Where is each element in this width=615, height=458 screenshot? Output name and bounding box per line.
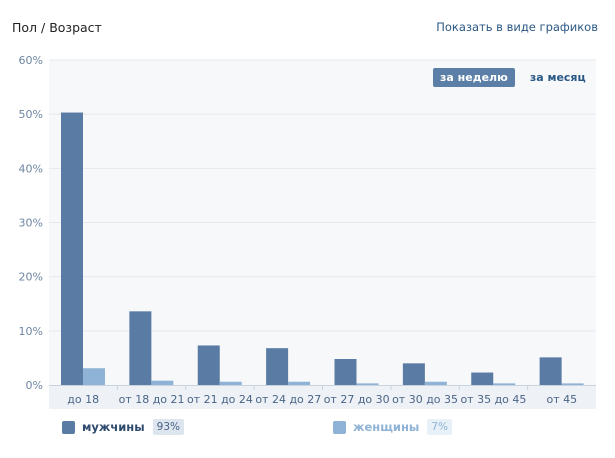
- bar-women-1: [83, 368, 105, 385]
- bar-men-5: [334, 359, 357, 385]
- bar-women-3: [219, 381, 242, 385]
- bar-women-8: [561, 383, 584, 385]
- legend: мужчины 93% женщины 7%: [0, 419, 615, 439]
- legend-swatch-women: [333, 420, 346, 434]
- legend-item-women[interactable]: женщины 7%: [333, 419, 452, 435]
- x-tick-label: от 21 до 24: [187, 393, 253, 406]
- legend-swatch-men: [62, 420, 75, 434]
- x-tick-label: от 35 до 45: [460, 393, 526, 406]
- y-tick-label: 30%: [19, 217, 43, 230]
- x-tick-label: до 18: [67, 393, 99, 406]
- bar-men-3: [197, 345, 220, 385]
- bar-men-1: [61, 112, 83, 386]
- x-tick-label: от 27 до 30: [324, 393, 390, 406]
- bar-men-6: [402, 363, 425, 385]
- bar-men-7: [471, 372, 494, 385]
- x-tick-label: от 24 до 27: [255, 393, 321, 406]
- legend-item-men[interactable]: мужчины 93%: [62, 419, 184, 435]
- bar-women-2: [151, 380, 174, 385]
- legend-label-men: мужчины: [82, 420, 145, 434]
- x-tick-label: от 18 до 21: [119, 393, 185, 406]
- legend-label-women: женщины: [353, 420, 420, 434]
- bar-men-8: [539, 357, 562, 385]
- y-tick-label: 50%: [19, 108, 43, 121]
- period-month-button[interactable]: за месяц: [529, 71, 586, 84]
- x-tick-label: от 30 до 35: [392, 393, 458, 406]
- show-as-graphs-link[interactable]: Показать в виде графиков: [436, 20, 598, 34]
- page-title: Пол / Возраст: [12, 20, 102, 35]
- period-week-button[interactable]: за неделю: [433, 68, 515, 87]
- y-tick-label: 40%: [19, 162, 43, 175]
- bar-women-7: [493, 383, 516, 385]
- bar-women-4: [288, 381, 311, 385]
- y-tick-label: 60%: [19, 54, 43, 67]
- y-tick-label: 20%: [19, 271, 43, 284]
- legend-value-men: 93%: [152, 419, 184, 435]
- bar-women-5: [356, 383, 379, 385]
- legend-value-women: 7%: [427, 419, 452, 435]
- period-switch: за неделю за месяц: [433, 68, 593, 87]
- x-tick-label: от 45: [546, 393, 577, 406]
- bar-women-6: [424, 381, 447, 385]
- bar-men-4: [266, 348, 289, 385]
- bar-men-2: [129, 311, 152, 385]
- y-tick-label: 0%: [26, 379, 43, 392]
- y-tick-label: 10%: [19, 325, 43, 338]
